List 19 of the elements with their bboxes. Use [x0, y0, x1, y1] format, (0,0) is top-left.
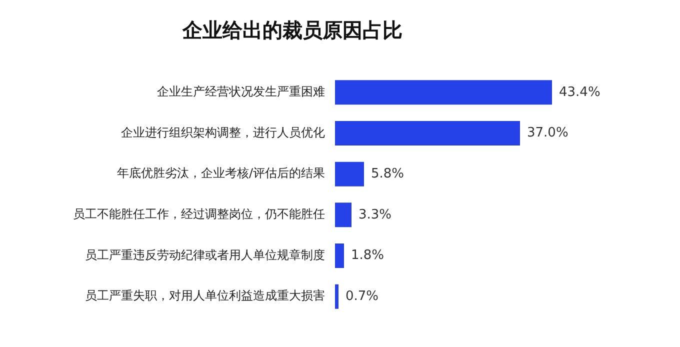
bar	[335, 121, 520, 146]
bar	[335, 80, 552, 105]
y-tick-label: 年底优胜劣汰，企业考核/评估后的结果	[116, 166, 325, 180]
y-tick-label: 员工不能胜任工作，经过调整岗位，仍不能胜任	[73, 207, 325, 222]
bar	[335, 244, 344, 268]
y-tick-label: 员工严重违反劳动纪律或者用人单位规章制度	[85, 248, 325, 262]
chart-title: 企业给出的裁员原因占比	[182, 18, 402, 42]
data-label: 1.8%	[351, 248, 384, 264]
data-label: 5.8%	[371, 166, 404, 182]
bar	[335, 162, 364, 186]
y-tick-label: 企业进行组织架构调整，进行人员优化	[121, 125, 325, 140]
bar	[335, 202, 352, 228]
data-label: 43.4%	[559, 84, 600, 100]
y-tick-label: 企业生产经营状况发生严重困难	[157, 84, 325, 99]
data-label: 37.0%	[527, 126, 568, 141]
data-label: 0.7%	[346, 288, 379, 304]
y-tick-label: 员工严重失职，对用人单位利益造成重大损害	[85, 288, 325, 303]
data-label: 3.3%	[358, 207, 392, 222]
bar	[335, 284, 338, 309]
